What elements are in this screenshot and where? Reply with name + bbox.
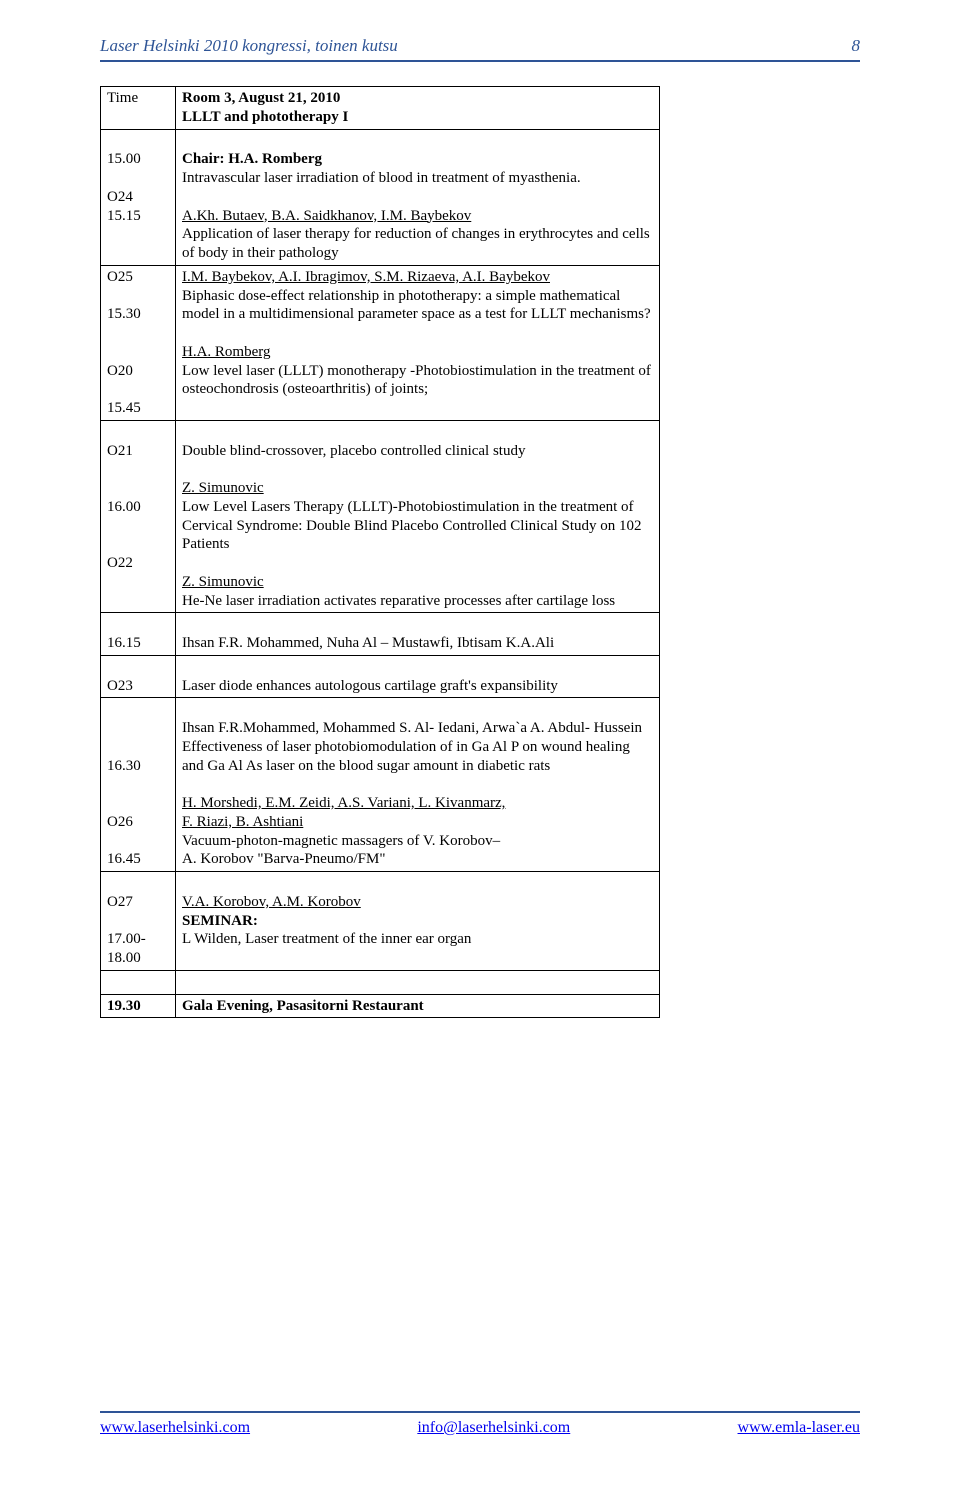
authors: Ihsan F.R. Mohammed, Nuha Al – Mustawfi,… — [182, 635, 554, 651]
talk-title: Effectiveness of laser photobiomodulatio… — [182, 739, 630, 774]
room-title: Room 3, August 21, 2010 — [182, 90, 340, 106]
slot-left — [101, 970, 176, 994]
code: O25 — [107, 269, 133, 285]
header-pagenum: 8 — [852, 36, 861, 56]
th-room: Room 3, August 21, 2010 LLLT and phototh… — [176, 87, 660, 130]
time: 16.45 — [107, 851, 141, 867]
footer-link-right[interactable]: www.emla-laser.eu — [738, 1419, 860, 1437]
table-row: O27 17.00-18.00 V.A. Korobov, A.M. Korob… — [101, 872, 660, 971]
time: 16.00 — [107, 499, 141, 515]
time: 15.30 — [107, 306, 141, 322]
table-row: O23 Laser diode enhances autologous cart… — [101, 655, 660, 698]
slot-left: 16.30 O26 16.45 — [101, 698, 176, 872]
talk-title: Vacuum-photon-magnetic massagers of V. K… — [182, 833, 500, 849]
gala-evening: Gala Evening, Pasasitorni Restaurant — [176, 994, 660, 1018]
time: 15.00 — [107, 151, 141, 167]
table-row: 16.15 Ihsan F.R. Mohammed, Nuha Al – Mus… — [101, 613, 660, 656]
talk-title: L Wilden, Laser treatment of the inner e… — [182, 931, 471, 947]
time: 15.15 — [107, 208, 141, 224]
talk-title: He-Ne laser irradiation activates repara… — [182, 593, 615, 609]
session-title: LLLT and phototherapy I — [182, 109, 348, 125]
code: O24 — [107, 189, 133, 205]
chair-label: Chair: — [182, 151, 228, 167]
code: O22 — [107, 555, 133, 571]
schedule-table: Time Room 3, August 21, 2010 LLLT and ph… — [100, 86, 660, 1018]
th-time: Time — [101, 87, 176, 130]
chair-name: H.A. Romberg — [228, 151, 322, 167]
seminar-label: SEMINAR: — [182, 913, 258, 929]
table-row: O21 16.00 O22 Double blind-crossover, pl… — [101, 420, 660, 613]
slot-left: O21 16.00 O22 — [101, 420, 176, 613]
table-row: 16.30 O26 16.45 Ihsan F.R.Mohammed, Moha… — [101, 698, 660, 872]
talk-title: Biphasic dose-effect relationship in pho… — [182, 288, 651, 323]
slot-left: 19.30 — [101, 994, 176, 1018]
talk-title: Application of laser therapy for reducti… — [182, 226, 650, 261]
slot-left: O25 15.30 O20 15.45 — [101, 265, 176, 420]
slot-left: O23 — [101, 655, 176, 698]
slot-left: O27 17.00-18.00 — [101, 872, 176, 971]
footer-link-left[interactable]: www.laserhelsinki.com — [100, 1419, 250, 1437]
code: O26 — [107, 814, 133, 830]
slot-content: Ihsan F.R.Mohammed, Mohammed S. Al- Ieda… — [176, 698, 660, 872]
talk-title: Laser diode enhances autologous cartilag… — [182, 678, 558, 694]
talk-title: Low Level Lasers Therapy (LLLT)-Photobio… — [182, 499, 642, 553]
talk-title: Intravascular laser irradiation of blood… — [182, 170, 581, 186]
time: 16.30 — [107, 758, 141, 774]
table-row: Time Room 3, August 21, 2010 LLLT and ph… — [101, 87, 660, 130]
page-footer: www.laserhelsinki.com info@laserhelsinki… — [100, 1411, 860, 1437]
slot-content: I.M. Baybekov, A.I. Ibragimov, S.M. Riza… — [176, 265, 660, 420]
slot-content — [176, 970, 660, 994]
authors: Z. Simunovic — [182, 574, 264, 590]
table-row — [101, 970, 660, 994]
slot-content: Ihsan F.R. Mohammed, Nuha Al – Mustawfi,… — [176, 613, 660, 656]
table-row: 19.30 Gala Evening, Pasasitorni Restaura… — [101, 994, 660, 1018]
code: O23 — [107, 678, 133, 694]
authors: V.A. Korobov, A.M. Korobov — [182, 894, 361, 910]
table-row: 15.00 O24 15.15 Chair: H.A. Romberg Intr… — [101, 129, 660, 265]
slot-left: 16.15 — [101, 613, 176, 656]
authors: A.Kh. Butaev, B.A. Saidkhanov, I.M. Bayb… — [182, 208, 471, 224]
authors: H.A. Romberg — [182, 344, 270, 360]
talk-title: Low level laser (LLLT) monotherapy -Phot… — [182, 363, 651, 398]
code: O20 — [107, 363, 133, 379]
authors: Ihsan F.R.Mohammed, Mohammed S. Al- Ieda… — [182, 720, 642, 736]
talk-title: A. Korobov "Barva-Pneumo/FM" — [182, 851, 385, 867]
code: O27 — [107, 894, 133, 910]
slot-content: Laser diode enhances autologous cartilag… — [176, 655, 660, 698]
slot-content: Chair: H.A. Romberg Intravascular laser … — [176, 129, 660, 265]
slot-content: V.A. Korobov, A.M. Korobov SEMINAR: L Wi… — [176, 872, 660, 971]
time: 17.00-18.00 — [107, 931, 146, 966]
code: O21 — [107, 443, 133, 459]
authors: I.M. Baybekov, A.I. Ibragimov, S.M. Riza… — [182, 269, 550, 285]
slot-content: Double blind-crossover, placebo controll… — [176, 420, 660, 613]
authors: H. Morshedi, E.M. Zeidi, A.S. Variani, L… — [182, 795, 505, 811]
authors: F. Riazi, B. Ashtiani — [182, 814, 303, 830]
talk-title: Double blind-crossover, placebo controll… — [182, 443, 525, 459]
slot-left: 15.00 O24 15.15 — [101, 129, 176, 265]
authors: Z. Simunovic — [182, 480, 264, 496]
time: 16.15 — [107, 635, 141, 651]
page-header: Laser Helsinki 2010 kongressi, toinen ku… — [100, 36, 860, 62]
header-left: Laser Helsinki 2010 kongressi, toinen ku… — [100, 36, 398, 56]
footer-link-email[interactable]: info@laserhelsinki.com — [417, 1419, 570, 1437]
time: 15.45 — [107, 400, 141, 416]
table-row: O25 15.30 O20 15.45 I.M. Baybekov, A.I. … — [101, 265, 660, 420]
